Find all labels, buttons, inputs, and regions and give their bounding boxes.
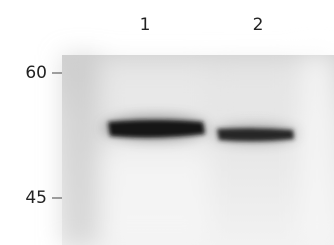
band-lane-1 bbox=[103, 116, 207, 140]
lane-label: 2 bbox=[253, 15, 264, 35]
marker-label: 45 bbox=[25, 188, 47, 208]
band-lane-2 bbox=[213, 125, 297, 143]
blot-figure: 1 2 60 45 bbox=[0, 0, 334, 245]
lane-label: 1 bbox=[140, 15, 151, 35]
marker-label: 60 bbox=[25, 63, 47, 83]
page: 1 2 60 45 (() => { const data = JSON.par… bbox=[0, 0, 334, 245]
